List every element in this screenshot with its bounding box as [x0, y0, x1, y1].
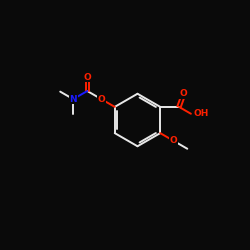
Text: O: O	[98, 95, 105, 104]
Text: N: N	[70, 95, 77, 104]
Text: O: O	[84, 73, 91, 82]
Text: OH: OH	[194, 109, 209, 118]
Text: O: O	[169, 136, 177, 145]
Text: O: O	[180, 90, 188, 98]
